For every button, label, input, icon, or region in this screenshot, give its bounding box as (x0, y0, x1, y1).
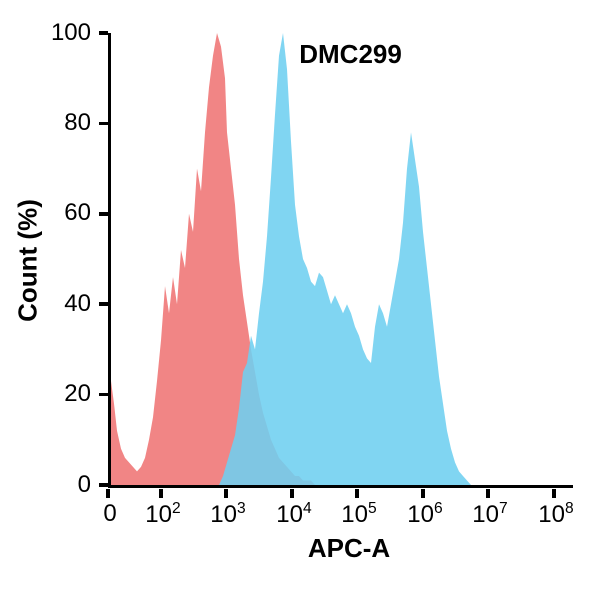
y-tick-label: 20 (39, 380, 91, 408)
x-tick-label: 103 (198, 500, 258, 529)
y-tick (99, 393, 108, 397)
x-tick-label: 102 (133, 500, 193, 529)
x-tick (224, 489, 228, 498)
y-tick (99, 31, 108, 35)
histogram-series-sample (219, 33, 471, 485)
y-tick-label: 0 (39, 471, 91, 499)
y-tick-label: 100 (39, 19, 91, 47)
x-tick-label: 106 (395, 500, 455, 529)
flow-cytometry-chart: DMC299 Count (%) APC-A 020406080100 0102… (0, 0, 589, 590)
chart-title: DMC299 (247, 39, 455, 70)
x-tick-label: 104 (264, 500, 324, 529)
y-tick-label: 80 (39, 109, 91, 137)
plot-area (108, 33, 573, 488)
x-tick (486, 489, 490, 498)
histogram-svg (111, 33, 573, 485)
x-tick-label: 105 (329, 500, 389, 529)
y-tick (99, 302, 108, 306)
x-tick (106, 489, 110, 498)
y-tick (99, 212, 108, 216)
x-tick-label: 107 (460, 500, 520, 529)
x-axis-label: APC-A (289, 533, 409, 564)
x-tick-label: 108 (526, 500, 586, 529)
x-tick (290, 489, 294, 498)
x-tick (421, 489, 425, 498)
y-tick (99, 122, 108, 126)
y-tick-label: 40 (39, 290, 91, 318)
x-tick (355, 489, 359, 498)
x-tick (552, 489, 556, 498)
y-tick-label: 60 (39, 199, 91, 227)
x-tick-label: 0 (80, 500, 140, 528)
y-tick (99, 483, 108, 487)
x-tick (159, 489, 163, 498)
